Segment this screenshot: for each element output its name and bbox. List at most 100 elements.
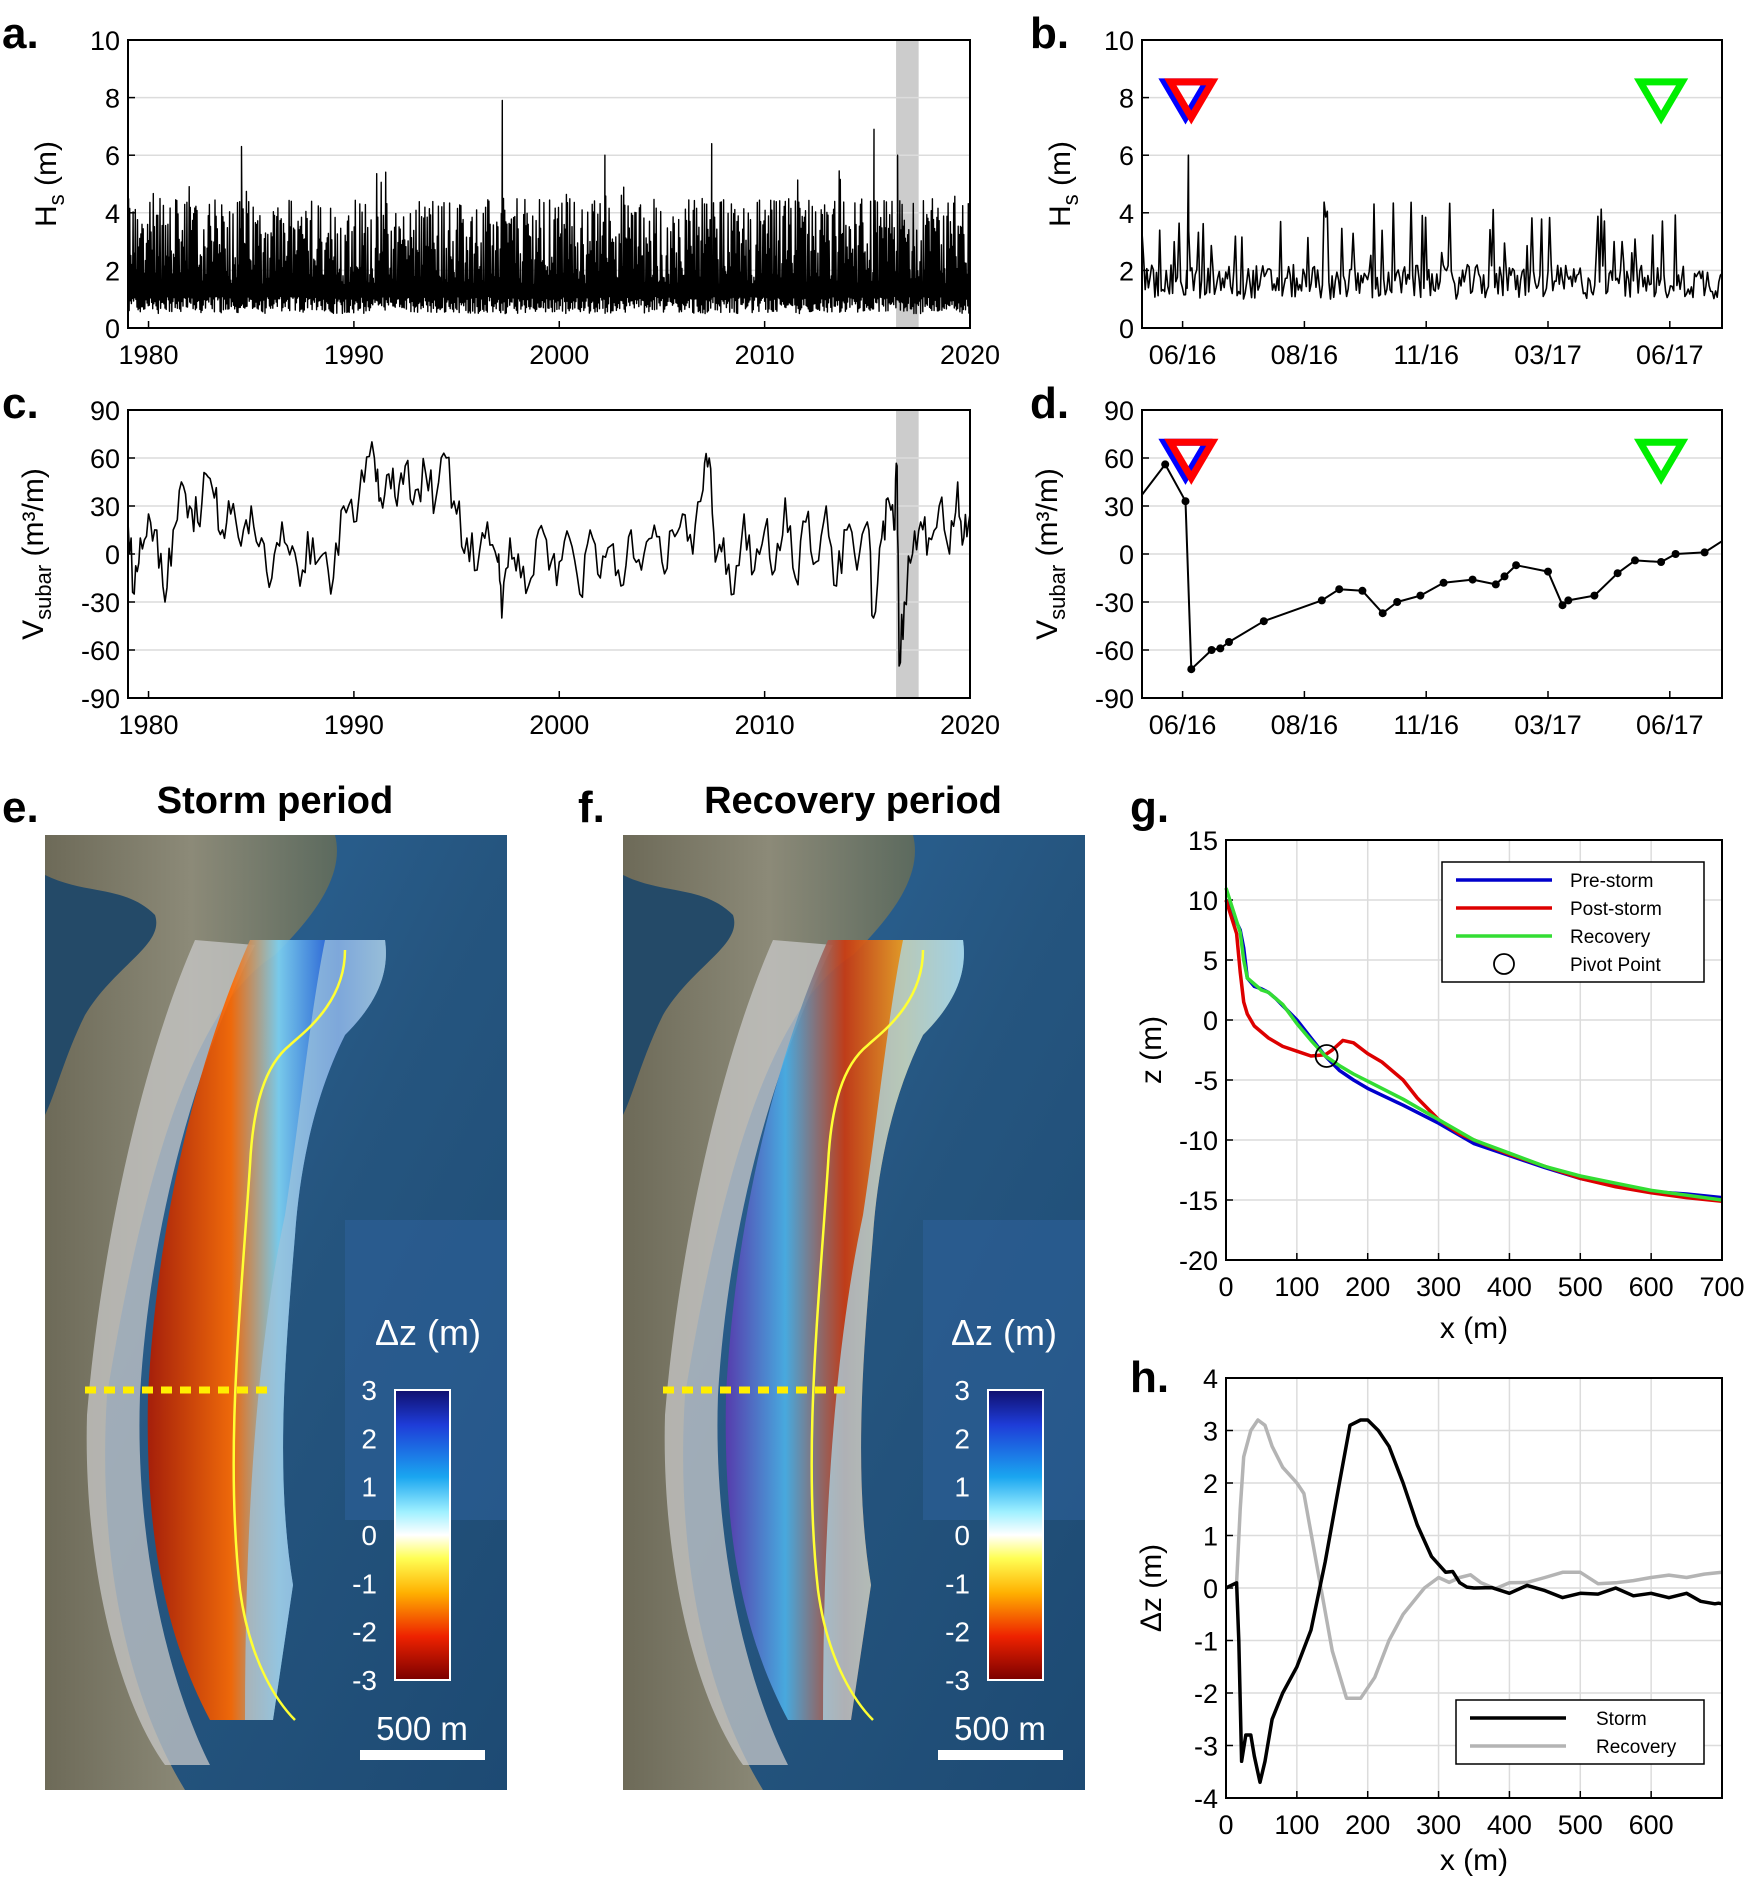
y-tick-label: 2 (105, 256, 120, 286)
x-axis-label: x (m) (1440, 1844, 1508, 1877)
y-tick-label: 4 (1203, 1364, 1218, 1394)
map-e-colorbar-ticks: 3 2 1 0 -1 -2 -3 (352, 1375, 377, 1696)
x-tick-label: 2010 (735, 710, 795, 740)
axes-frame (1225, 839, 1723, 1261)
map-e-title: Storm period (157, 780, 393, 822)
axes-frame (1141, 409, 1723, 699)
x-tick-label: 1990 (324, 710, 384, 740)
map-e-scale-label: 500 m (376, 1710, 468, 1747)
y-tick-label: -5 (1194, 1066, 1218, 1096)
map-f-beach-strip (664, 940, 833, 1765)
map-f-land (623, 835, 915, 1790)
y-tick-label: 0 (1119, 314, 1134, 344)
y-axis-label-unit: (m) (30, 141, 63, 194)
survey-point (1416, 591, 1425, 600)
panel-letter-d: d. (1030, 379, 1069, 428)
series-vsubar (127, 441, 971, 667)
survey-point (1631, 556, 1639, 565)
y-tick-label: 10 (1188, 886, 1218, 916)
survey-point (1558, 601, 1567, 610)
y-axis-label-unit: (m³/m) (1031, 468, 1064, 565)
x-tick-label: 06/16 (1149, 710, 1217, 740)
x-tick-label: 300 (1416, 1272, 1461, 1302)
y-tick-label: 2 (1119, 256, 1134, 286)
y-tick-label: 60 (1104, 444, 1134, 474)
y-tick-label: 3 (1203, 1417, 1218, 1447)
y-tick-label: 4 (105, 199, 120, 229)
panel-letter-h: h. (1130, 1353, 1169, 1402)
y-tick-label: 0 (1203, 1006, 1218, 1036)
panel-letter-g: g. (1130, 783, 1169, 832)
axes-frame (127, 409, 971, 699)
y-tick-label: -4 (1194, 1784, 1218, 1814)
series-hs-zoom (1141, 154, 1723, 300)
y-axis-label-subscript: subar (1045, 565, 1070, 620)
y-axis-label-main: V (17, 620, 50, 640)
chart-b-hs-zoom: 0 2 4 6 8 10 06/16 08/16 11/16 03/17 06/17 Hs (m) (1044, 26, 1723, 370)
y-axis-label: Hs (m) (30, 141, 69, 227)
survey-point (1187, 665, 1196, 674)
y-axis-label-main: V (1031, 620, 1064, 640)
x-tick-label: 0 (1218, 1810, 1233, 1840)
map-f-dz-light (823, 940, 964, 1720)
chart-d-vsubar-zoom: -90 -60 -30 0 30 60 90 06/16 08/16 11/16 03/17 06/1… (1031, 396, 1723, 740)
y-axis-label: Vsubar (m³/m) (1031, 468, 1070, 640)
panel-letter-b: b. (1030, 9, 1069, 58)
colorbar-tick-label: -2 (945, 1617, 970, 1648)
colorbar-tick-label: 0 (954, 1520, 970, 1551)
y-tick-label: -30 (81, 588, 120, 618)
map-e-colorbar (394, 1389, 451, 1681)
x-tick-label: 100 (1274, 1810, 1319, 1840)
x-tick-label: 1980 (118, 340, 178, 370)
y-tick-label: -30 (1095, 588, 1134, 618)
y-tick-label: 5 (1203, 946, 1218, 976)
y-tick-label: 30 (90, 492, 120, 522)
x-tick-label: 400 (1487, 1272, 1532, 1302)
panel-letter-f: f. (578, 783, 605, 832)
survey-point (1358, 586, 1367, 595)
marker-triangle (1164, 78, 1219, 125)
legend-label: Pre-storm (1570, 871, 1653, 892)
chart-g-profiles: -20 -15 -10 -5 0 5 10 15 0 100 200 300 400 500 600 700 P… (1135, 826, 1745, 1345)
x-tick-label: 500 (1558, 1810, 1603, 1840)
map-f-shoreline-contour (810, 949, 925, 1721)
y-tick-label: 0 (1203, 1574, 1218, 1604)
survey-point (1207, 646, 1216, 654)
x-tick-label: 11/16 (1393, 340, 1459, 370)
y-tick-label: 2 (1203, 1469, 1218, 1499)
colorbar-tick-label: 2 (361, 1423, 377, 1454)
y-axis-label: Hs (m) (1044, 141, 1083, 227)
map-f-colorbar-ticks: 3 2 1 0 -1 -2 -3 (945, 1375, 970, 1696)
x-tick-label: 03/17 (1514, 340, 1582, 370)
x-tick-label: 2020 (940, 710, 1000, 740)
marker-triangle (1164, 438, 1219, 485)
map-f-colorbar-title: Δz (m) (951, 1312, 1057, 1353)
y-tick-label: 30 (1104, 492, 1134, 522)
map-e-lagoon (45, 875, 157, 1115)
map-e-land (45, 835, 337, 1790)
y-tick-label: -15 (1179, 1186, 1218, 1216)
series-recovery (1224, 887, 1723, 1202)
survey-point (1671, 550, 1680, 558)
x-tick-label: 06/17 (1636, 340, 1704, 370)
survey-point (1613, 569, 1622, 578)
panel-letter-c: c. (2, 379, 39, 428)
chart-h-dz-profiles: -4 -3 -2 -1 0 1 2 3 4 0 100 200 300 400 500 600 Storm Rec… (1135, 1364, 1723, 1877)
y-tick-label: 0 (105, 540, 120, 570)
colorbar-tick-label: -1 (352, 1568, 377, 1599)
map-e-scale-bar (360, 1750, 485, 1760)
y-tick-label: -90 (81, 684, 120, 714)
y-tick-label: 0 (105, 314, 120, 344)
y-axis-label-subscript: subar (31, 565, 56, 620)
y-axis-label-unit: (m³/m) (17, 468, 50, 565)
map-f-scale-bar (938, 1750, 1063, 1760)
colorbar-tick-label: 0 (361, 1520, 377, 1551)
y-tick-label: -20 (1179, 1246, 1218, 1276)
x-tick-label: 0 (1218, 1272, 1233, 1302)
survey-point (1491, 580, 1500, 589)
marker-triangle (1633, 438, 1689, 485)
legend-box (1455, 1699, 1705, 1765)
x-tick-label: 500 (1558, 1272, 1603, 1302)
map-e-colorbar-title: Δz (m) (375, 1312, 481, 1353)
